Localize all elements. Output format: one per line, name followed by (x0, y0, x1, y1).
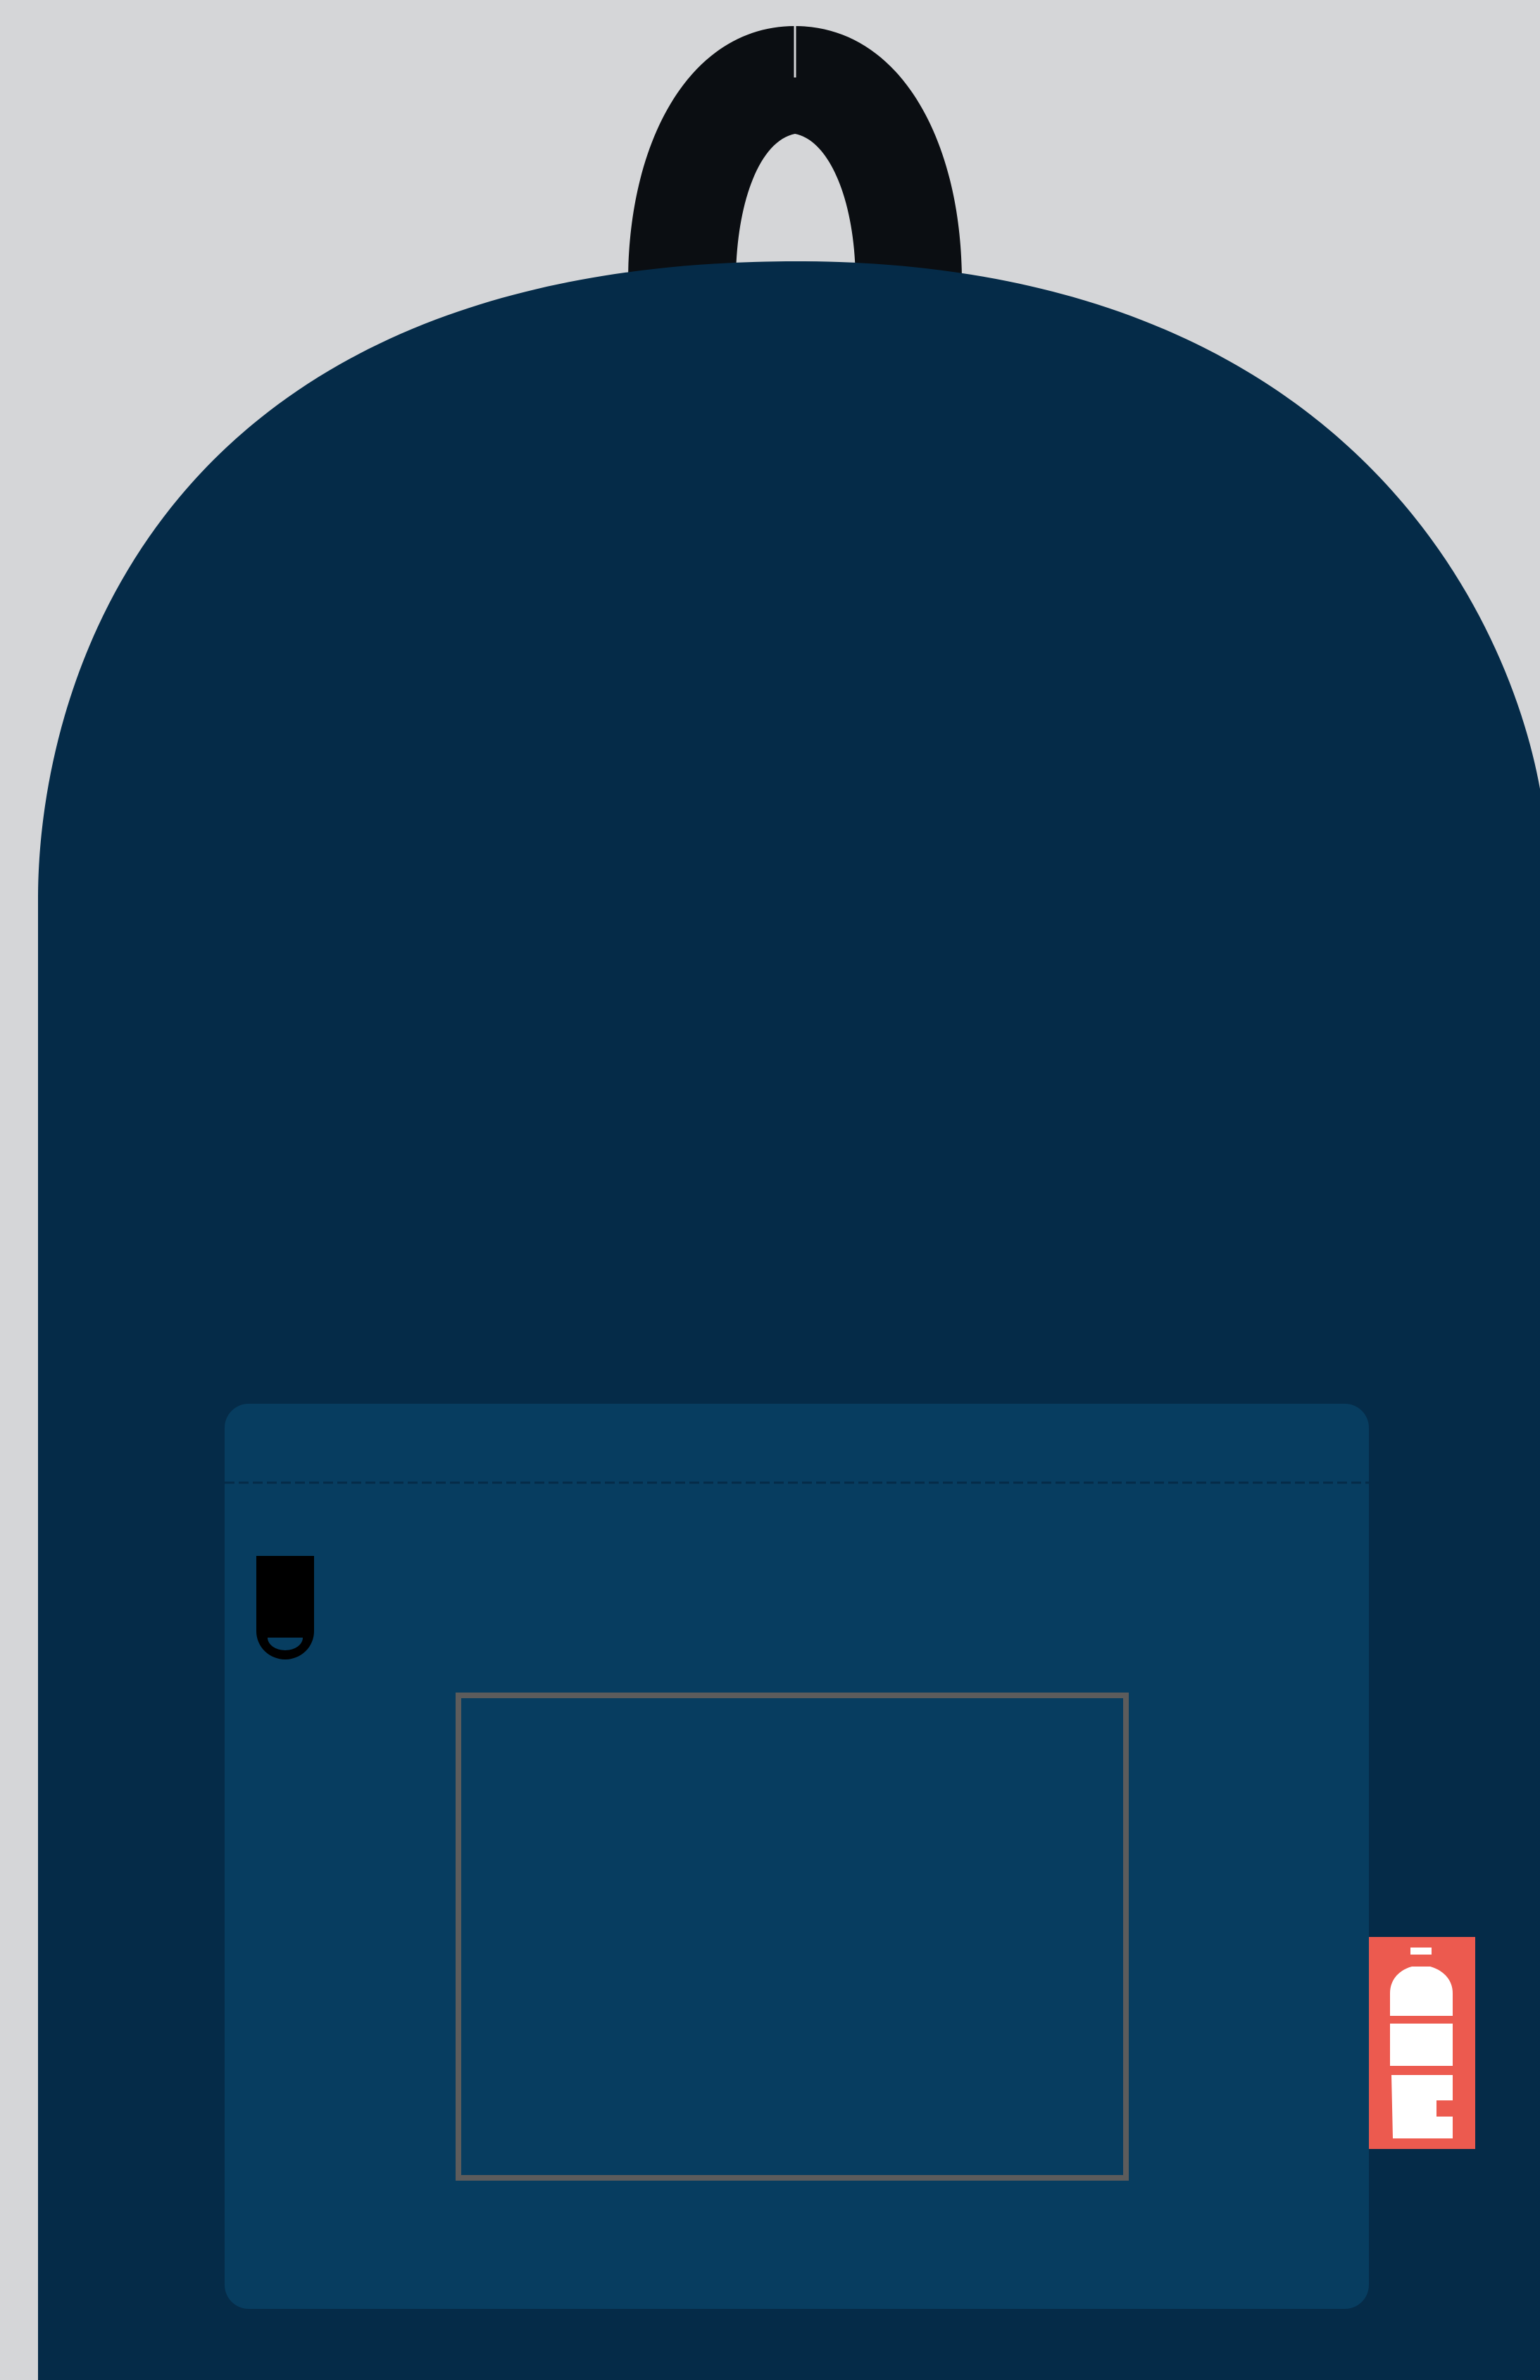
backpack-illustration (0, 0, 1540, 2380)
page: Backpack {} html, body { margin: 0; padd… (0, 0, 1540, 2380)
bottle-top (1390, 1967, 1453, 2016)
bottle-cap (1410, 1948, 1432, 1955)
zipper-pull (256, 1556, 314, 1659)
front-pocket (225, 1404, 1369, 2309)
page-body (0, 0, 1540, 2380)
bottle-middle (1390, 2024, 1453, 2066)
side-tag (1369, 1937, 1475, 2149)
